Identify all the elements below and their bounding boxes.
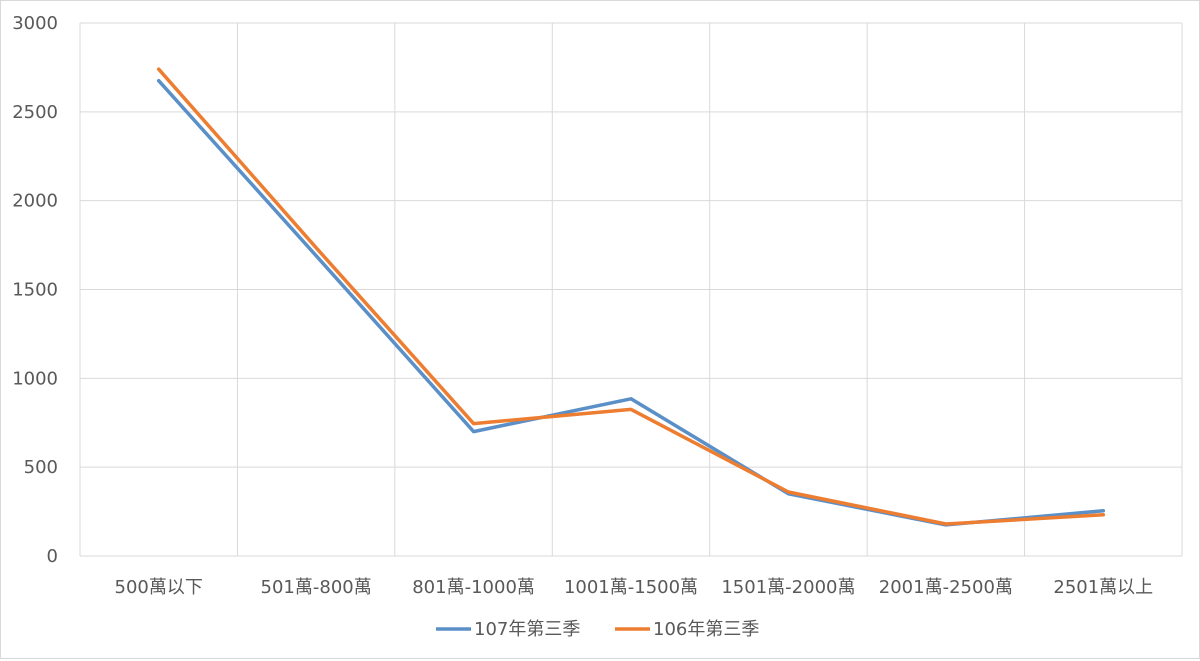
- y-tick-label: 0: [47, 546, 58, 567]
- x-tick-label: 1001萬-1500萬: [564, 577, 698, 598]
- y-tick-label: 2000: [12, 191, 58, 212]
- x-tick-label: 500萬以下: [115, 577, 203, 598]
- x-tick-label: 1501萬-2000萬: [721, 577, 855, 598]
- x-tick-label: 501萬-800萬: [261, 577, 372, 598]
- y-tick-label: 3000: [12, 13, 58, 34]
- legend: 107年第三季 106年第三季: [436, 619, 759, 640]
- x-tick-label: 2001萬-2500萬: [879, 577, 1013, 598]
- y-tick-label: 1000: [12, 368, 58, 389]
- gridlines: [79, 22, 1183, 557]
- x-axis-ticks: 500萬以下 501萬-800萬 801萬-1000萬 1001萬-1500萬 1501…: [115, 577, 1154, 598]
- series-lines: [156, 67, 1106, 527]
- y-tick-label: 1500: [12, 280, 58, 301]
- legend-label-1: 107年第三季: [474, 619, 580, 640]
- x-tick-label: 2501萬以上: [1053, 577, 1153, 598]
- y-axis-ticks: 0 500 1000 1500 2000 2500 3000: [12, 13, 58, 567]
- x-tick-label: 801萬-1000萬: [412, 577, 535, 598]
- y-tick-label: 2500: [12, 102, 58, 123]
- series-line-2: [156, 67, 1106, 526]
- series-line-1: [156, 78, 1106, 527]
- legend-label-2: 106年第三季: [653, 619, 759, 640]
- y-tick-label: 500: [24, 457, 58, 478]
